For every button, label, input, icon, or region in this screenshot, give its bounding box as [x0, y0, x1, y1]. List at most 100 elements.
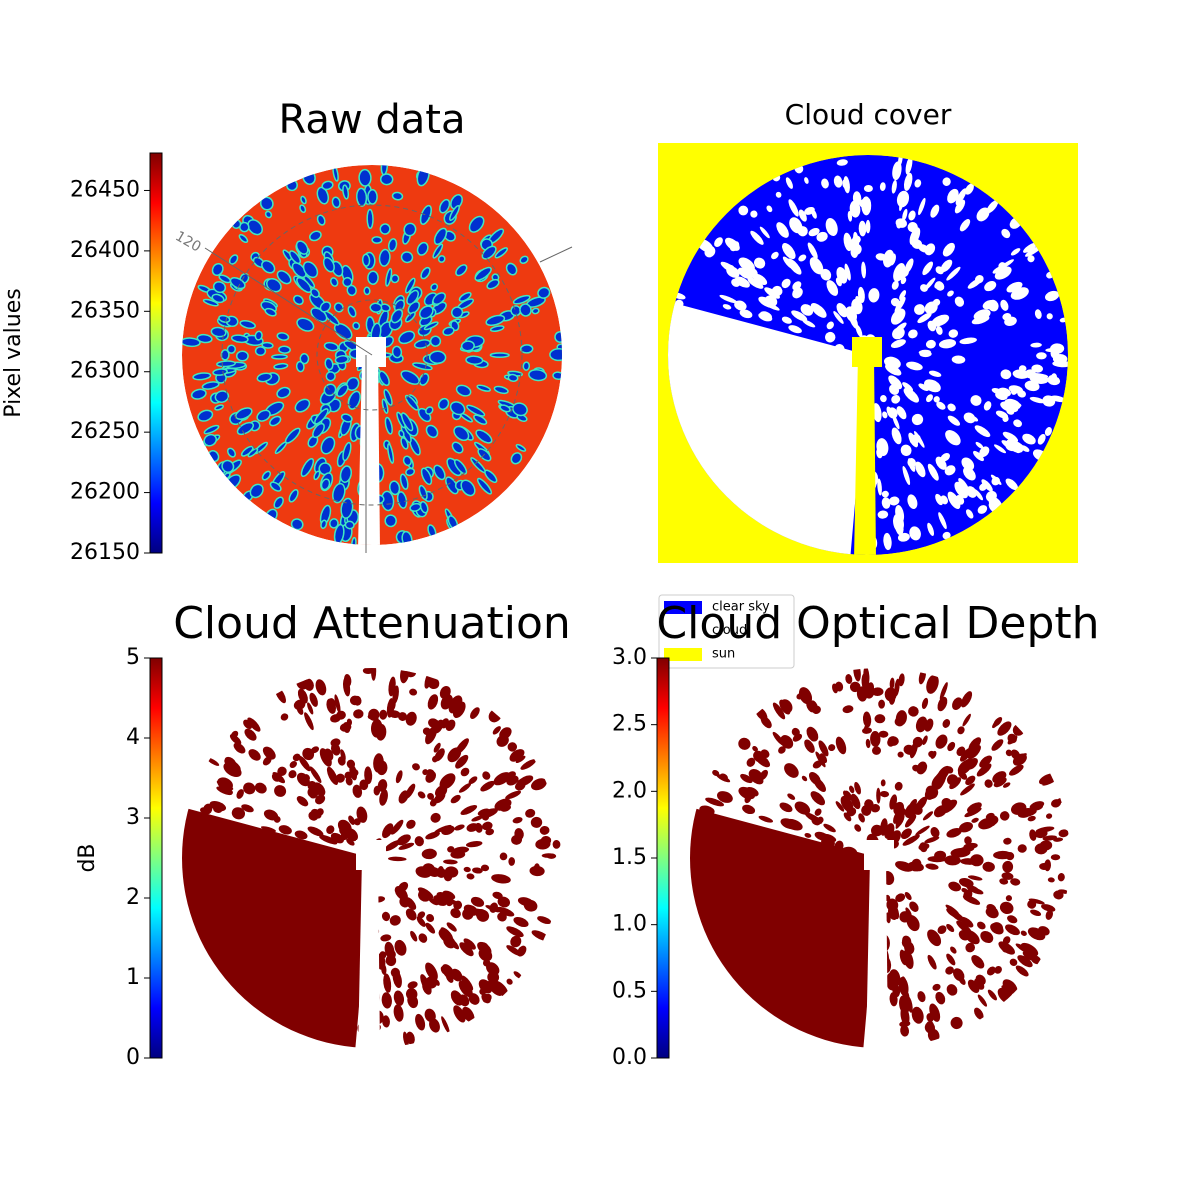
blob [854, 824, 862, 832]
blob [980, 930, 994, 944]
blob [344, 520, 355, 530]
blob [931, 314, 950, 327]
blob [496, 906, 515, 917]
blob [291, 262, 307, 279]
blob [1050, 854, 1061, 861]
tick-label: 26400 [70, 238, 140, 263]
blob [433, 742, 441, 753]
blob [835, 801, 845, 812]
blob [463, 866, 471, 873]
blob [927, 954, 937, 970]
blob [947, 491, 961, 510]
blob [921, 697, 929, 709]
blob [404, 394, 419, 411]
blob [367, 270, 379, 285]
blob [903, 172, 913, 191]
blob [904, 891, 912, 901]
blob [909, 901, 919, 912]
blob [352, 321, 361, 330]
blob [299, 204, 307, 214]
blob [479, 808, 498, 819]
blob [453, 1005, 466, 1023]
blob [512, 294, 531, 305]
blob [895, 710, 907, 726]
blob [870, 731, 881, 747]
blob [908, 329, 918, 339]
blob [460, 805, 478, 815]
blob [443, 859, 458, 865]
blob [388, 480, 401, 496]
blob [313, 470, 321, 481]
blob [967, 745, 981, 760]
blob [196, 333, 213, 344]
blob [221, 459, 235, 474]
blob [938, 339, 957, 349]
blob [986, 200, 999, 214]
blob [892, 984, 901, 998]
blob [1009, 764, 1024, 776]
blob [297, 688, 308, 704]
blob [885, 912, 891, 924]
blob [907, 458, 916, 472]
blob [800, 304, 814, 316]
blob [1003, 837, 1012, 845]
blob [459, 942, 474, 957]
blob [918, 383, 929, 391]
blob [229, 277, 246, 290]
blob [935, 991, 946, 1005]
blob [435, 893, 448, 906]
blob [959, 219, 971, 232]
blob [763, 301, 780, 311]
blob [400, 370, 420, 385]
blob [455, 384, 472, 397]
blob [505, 262, 518, 276]
blob [296, 705, 304, 715]
blob [1039, 862, 1049, 871]
blob [318, 462, 332, 476]
blob [373, 785, 381, 796]
blob [884, 823, 895, 839]
blob [289, 250, 301, 265]
blob [517, 945, 527, 957]
blob [325, 371, 336, 382]
sun-block [356, 840, 386, 870]
blob [276, 332, 290, 341]
blob [271, 772, 282, 782]
blob [238, 233, 249, 244]
tick-label: 4 [126, 725, 140, 750]
blob [190, 388, 207, 400]
blob [446, 898, 462, 907]
colorbar [149, 152, 163, 554]
blob [334, 694, 341, 714]
blob [902, 465, 911, 486]
blob [891, 427, 902, 445]
blob [549, 348, 562, 362]
blob [950, 847, 971, 858]
blob [1041, 904, 1056, 912]
blob [968, 737, 982, 752]
blob [447, 846, 455, 853]
blob [1008, 385, 1024, 394]
blob [212, 281, 227, 294]
blob [810, 735, 816, 742]
blob [1058, 829, 1069, 838]
blob [393, 1004, 404, 1022]
blob [428, 350, 447, 365]
blob [899, 290, 907, 301]
blob [335, 773, 345, 783]
blob [896, 220, 903, 229]
blob [808, 771, 821, 786]
blob [478, 979, 493, 994]
blob [264, 210, 273, 219]
blob [362, 668, 374, 675]
blob [371, 236, 383, 244]
images [182, 155, 1070, 1048]
blob [965, 183, 974, 195]
blob [863, 185, 873, 192]
blob [326, 825, 335, 835]
blob [399, 896, 411, 908]
blob [862, 711, 872, 728]
blob [274, 441, 288, 455]
blob [963, 889, 973, 901]
blob [304, 774, 310, 780]
